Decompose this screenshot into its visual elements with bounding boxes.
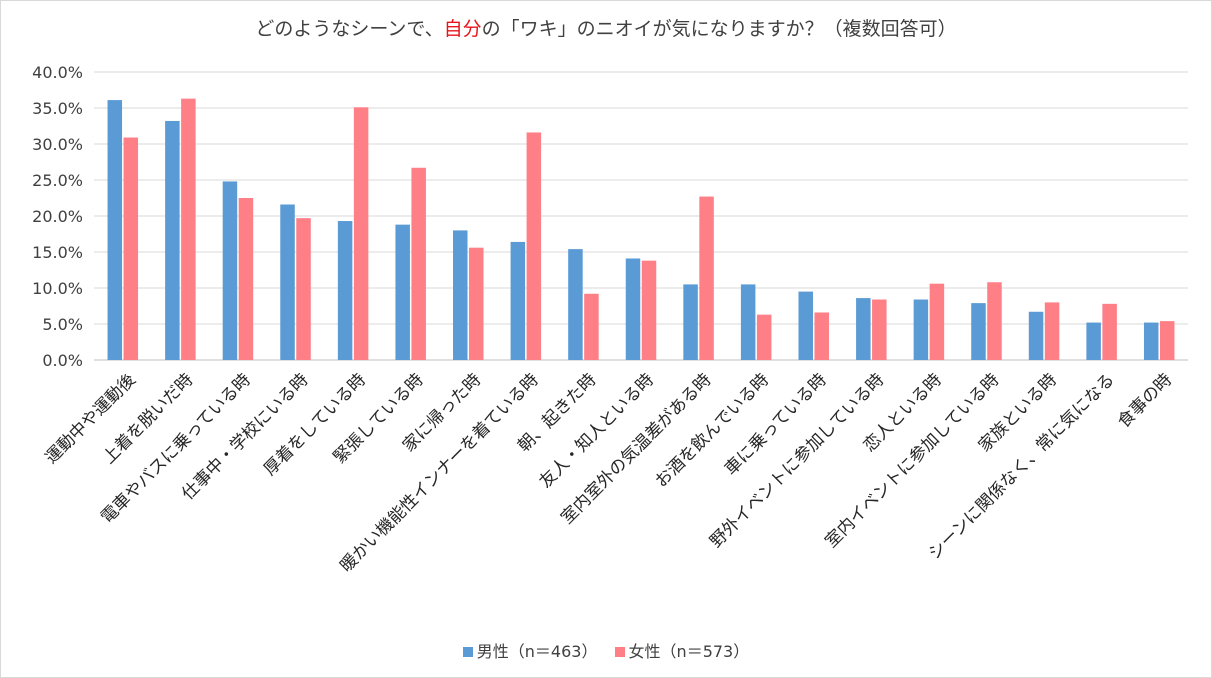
x-tick-label: 車に乗っている時 [721, 370, 831, 480]
bars [107, 98, 1175, 361]
legend-item-male: 男性（n＝463） [462, 638, 598, 662]
bar-male [971, 303, 986, 360]
bar-female [1044, 302, 1060, 360]
bar-female [872, 299, 887, 360]
bar-female [469, 247, 484, 360]
bar-male [107, 100, 123, 360]
bar-female [123, 137, 139, 360]
bar-female [296, 218, 311, 360]
gridlines [94, 71, 1188, 361]
bar-female [238, 198, 254, 360]
bar-male [1028, 311, 1044, 360]
legend-label-male: 男性（n＝463） [476, 642, 598, 661]
bar-female [756, 314, 772, 360]
chart-title: どのようなシーンで、自分の「ワキ」のニオイが気になりますか？（複数回答可） [0, 14, 1212, 41]
y-tick-label: 40.0% [32, 63, 83, 82]
bar-male [510, 241, 526, 360]
bar-female [353, 107, 369, 360]
bar-male [395, 224, 410, 360]
bar-male [453, 230, 468, 360]
y-tick-label: 15.0% [32, 243, 83, 262]
bar-male [913, 299, 929, 360]
bar-female [526, 132, 542, 360]
title-part1: どのようなシーンで、 [255, 18, 444, 40]
bar-male [337, 221, 353, 360]
title-highlight: 自分 [443, 18, 482, 40]
y-axis-labels: 0.0% 5.0% 10.0% 15.0% 20.0% 25.0% 30.0% 35.0% 40… [32, 63, 83, 370]
bar-male [222, 181, 238, 360]
y-tick-label: 35.0% [32, 99, 83, 118]
bar-male [280, 204, 295, 360]
bar-male [740, 284, 756, 360]
bar-male [798, 291, 813, 360]
bar-female [1102, 303, 1117, 360]
legend-item-female: 女性（n＝573） [614, 638, 750, 662]
bar-female [699, 196, 714, 360]
legend-label-female: 女性（n＝573） [628, 642, 750, 661]
bar-female [181, 98, 196, 360]
x-axis-labels: 運動中や運動後上着を脱いだ時電車やバスに乗っている時仕事中・学校にいる時厚着をし… [42, 369, 1177, 576]
y-tick-label: 25.0% [32, 171, 83, 190]
title-part2: の「ワキ」のニオイが気になりますか？（複数回答可） [481, 18, 957, 40]
bar-female [584, 293, 599, 360]
y-tick-label: 5.0% [42, 315, 83, 334]
bar-male [1143, 322, 1159, 360]
bar-male [165, 120, 180, 361]
y-tick-label: 20.0% [32, 207, 83, 226]
legend-swatch-male [462, 647, 473, 657]
bar-female [1159, 321, 1175, 360]
bar-female [929, 283, 945, 360]
y-tick-label: 0.0% [42, 351, 83, 370]
y-tick-label: 10.0% [32, 279, 83, 298]
bar-female [411, 167, 426, 360]
bar-male [625, 258, 641, 360]
bar-female [987, 282, 1002, 360]
bar-male [856, 298, 871, 360]
bar-male [1086, 322, 1101, 360]
bar-female [641, 260, 657, 360]
bar-male [568, 249, 583, 360]
x-tick-label: 食事の時 [1114, 370, 1176, 432]
legend-swatch-female [614, 647, 625, 657]
x-tick-label: 厚着をしている時 [260, 370, 370, 480]
legend: 男性（n＝463） 女性（n＝573） [0, 638, 1212, 662]
bar-female [814, 312, 829, 360]
bar-male [683, 284, 698, 360]
y-tick-label: 30.0% [32, 135, 83, 154]
